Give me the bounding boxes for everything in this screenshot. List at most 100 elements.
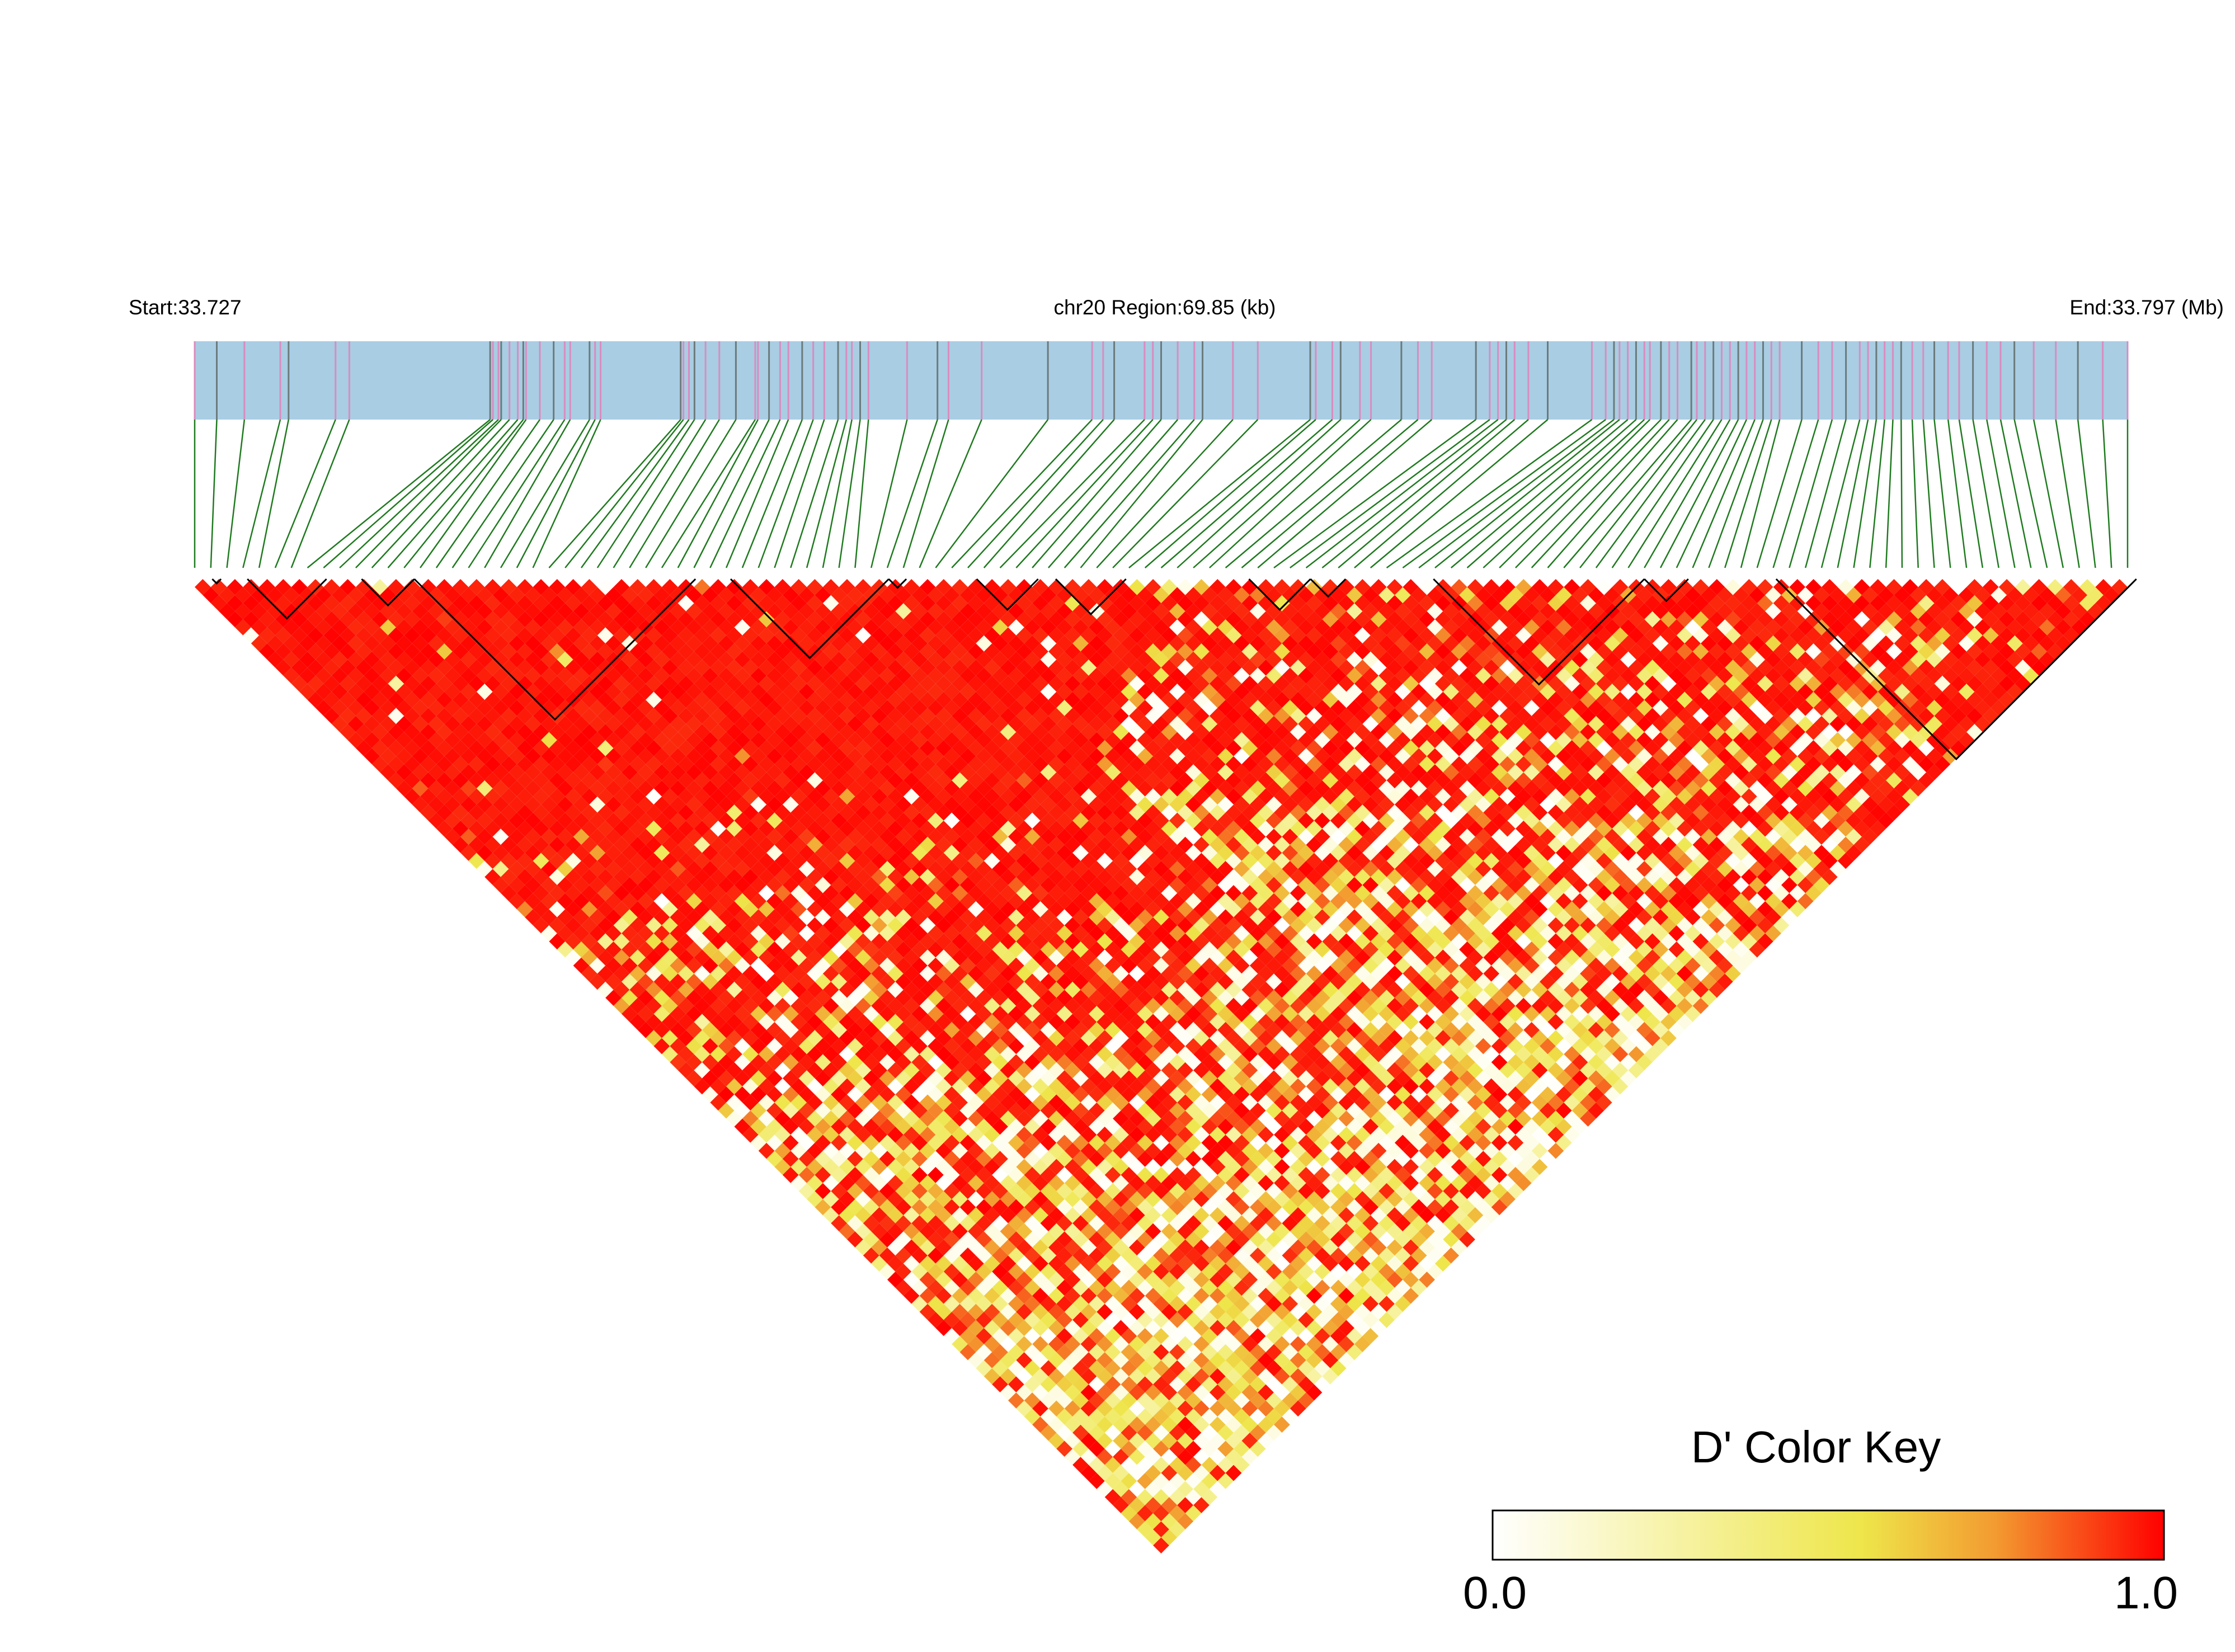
ld-cell	[1153, 1424, 1169, 1441]
ld-cell	[911, 1118, 928, 1135]
ld-cell	[1234, 1441, 1250, 1457]
ld-cell	[525, 635, 542, 652]
ld-cell	[549, 659, 566, 676]
ld-cell	[959, 1328, 976, 1344]
ld-cell	[549, 756, 566, 773]
ld-cell	[1113, 1272, 1129, 1288]
ld-cell	[476, 651, 493, 668]
ld-cell	[492, 667, 509, 684]
ld-cell	[525, 845, 542, 861]
ld-cell	[1104, 1457, 1121, 1473]
ld-cell	[911, 1279, 928, 1296]
ld-cell	[1040, 1199, 1057, 1216]
ld-cell	[380, 651, 396, 668]
ld-cell	[637, 764, 654, 780]
snp-connector	[548, 419, 681, 568]
ld-cell	[1000, 1126, 1017, 1143]
ld-cell	[1145, 1352, 1161, 1368]
snp-connectors	[194, 418, 2129, 569]
region-end-label: End:33.797 (Mb)	[2069, 296, 2224, 319]
ld-cell	[1145, 1303, 1161, 1320]
ld-cell	[396, 780, 412, 797]
ld-cell	[959, 1054, 976, 1071]
ld-cell	[1072, 1360, 1089, 1377]
ld-cell	[1128, 1239, 1145, 1256]
ld-cell	[436, 691, 453, 708]
ld-cell	[1128, 1336, 1145, 1352]
ld-cell	[1177, 1481, 1194, 1498]
ld-cell	[976, 1263, 992, 1280]
ld-cell	[1193, 1465, 1210, 1481]
ld-cell	[589, 699, 606, 716]
ld-cell	[629, 933, 646, 950]
ld-cell	[661, 949, 678, 966]
ld-cell	[340, 691, 356, 708]
ld-cell	[621, 845, 638, 861]
ld-cell	[492, 732, 509, 749]
ld-cell	[227, 579, 243, 595]
ld-cell	[275, 627, 291, 644]
ld-cell	[670, 796, 686, 813]
ld-cell	[1080, 1352, 1097, 1368]
ld-cell	[621, 716, 638, 732]
ld-cell	[928, 1038, 944, 1055]
ld-cell	[879, 1263, 896, 1280]
ld-cell	[807, 1030, 823, 1046]
ld-cell	[1056, 1247, 1073, 1264]
ld-cell	[694, 820, 711, 837]
ld-cell	[621, 748, 638, 765]
ld-cell	[1177, 1352, 1194, 1368]
snp-connector	[339, 419, 499, 568]
ld-cell	[436, 643, 453, 660]
ld-cell	[798, 909, 815, 926]
ld-cell	[589, 877, 606, 893]
ld-cell	[968, 1126, 984, 1143]
ld-cell	[766, 1022, 783, 1038]
snp-connector	[596, 419, 695, 568]
ld-cell	[952, 1303, 968, 1320]
ld-cell	[855, 1239, 872, 1256]
ld-cell	[742, 1110, 759, 1127]
ld-cell	[380, 587, 396, 604]
ld-cell	[807, 981, 823, 998]
ld-cell	[807, 966, 823, 982]
ld-cell	[1241, 1352, 1258, 1368]
ld-cell	[661, 820, 678, 837]
snp-connector	[741, 419, 803, 568]
ld-cell	[742, 853, 759, 869]
ld-cell	[468, 788, 485, 805]
ld-cell	[766, 860, 783, 877]
ld-cell	[863, 1038, 879, 1055]
ld-cell	[259, 579, 275, 595]
ld-cell	[718, 973, 735, 990]
ld-cell	[1032, 1272, 1048, 1288]
ld-cell	[952, 1255, 968, 1272]
ld-cell	[1137, 1472, 1154, 1489]
ld-cell	[855, 1014, 872, 1030]
ld-cell	[1048, 1191, 1065, 1207]
ld-cell	[347, 619, 364, 636]
snp-connector	[1611, 419, 1714, 568]
ld-cell	[1225, 1352, 1242, 1368]
ld-cell	[1008, 1231, 1024, 1248]
ld-cell	[1097, 1336, 1113, 1352]
ld-cell	[766, 1151, 783, 1167]
ld-cell	[234, 619, 251, 636]
ld-cell	[1169, 1457, 1185, 1473]
ld-cell	[605, 716, 622, 732]
ld-cell	[718, 925, 735, 942]
ld-cell	[476, 587, 493, 604]
ld-cell	[1274, 1384, 1290, 1401]
ld-cell	[283, 651, 300, 668]
ld-cell	[935, 1094, 952, 1111]
ld-cell	[476, 764, 493, 780]
ld-cell	[1128, 1255, 1145, 1272]
ld-cell	[750, 1135, 767, 1151]
snp-connector	[1947, 419, 1968, 568]
ld-cell	[1056, 1360, 1073, 1377]
ld-cell	[839, 1030, 855, 1046]
ld-cell	[750, 1102, 767, 1119]
ld-cell	[952, 1287, 968, 1304]
ld-cell	[766, 1102, 783, 1119]
ld-cell	[364, 667, 380, 684]
